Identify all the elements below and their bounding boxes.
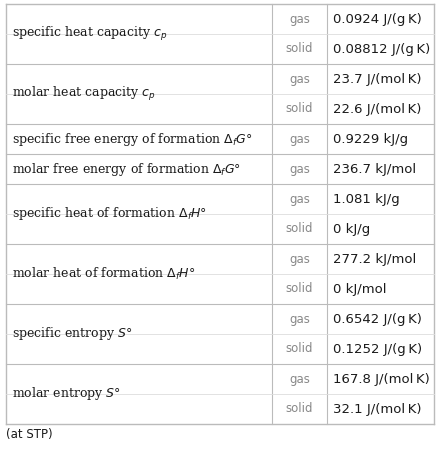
- Text: specific entropy $S°$: specific entropy $S°$: [12, 325, 133, 342]
- Text: 0.0924 J/(g K): 0.0924 J/(g K): [333, 12, 422, 26]
- Text: (at STP): (at STP): [6, 428, 53, 441]
- Text: 0 kJ/mol: 0 kJ/mol: [333, 282, 386, 296]
- Text: gas: gas: [289, 192, 310, 206]
- Text: solid: solid: [286, 223, 313, 235]
- Text: 0.08812 J/(g K): 0.08812 J/(g K): [333, 43, 430, 55]
- Text: 277.2 kJ/mol: 277.2 kJ/mol: [333, 253, 416, 266]
- Text: 0 kJ/g: 0 kJ/g: [333, 223, 370, 235]
- Text: gas: gas: [289, 73, 310, 85]
- Text: solid: solid: [286, 102, 313, 116]
- Text: molar free energy of formation $\Delta_f G°$: molar free energy of formation $\Delta_f…: [12, 160, 241, 177]
- Text: gas: gas: [289, 253, 310, 266]
- Text: 0.1252 J/(g K): 0.1252 J/(g K): [333, 342, 422, 356]
- Text: solid: solid: [286, 403, 313, 415]
- Text: 167.8 J/(mol K): 167.8 J/(mol K): [333, 372, 430, 386]
- Text: gas: gas: [289, 163, 310, 175]
- Text: solid: solid: [286, 282, 313, 296]
- Text: 23.7 J/(mol K): 23.7 J/(mol K): [333, 73, 422, 85]
- Text: molar heat capacity $c_p$: molar heat capacity $c_p$: [12, 85, 156, 103]
- Text: gas: gas: [289, 133, 310, 145]
- Text: specific free energy of formation $\Delta_f G°$: specific free energy of formation $\Delt…: [12, 131, 253, 148]
- Text: molar entropy $S°$: molar entropy $S°$: [12, 386, 121, 403]
- Text: 32.1 J/(mol K): 32.1 J/(mol K): [333, 403, 422, 415]
- Text: gas: gas: [289, 12, 310, 26]
- Text: molar heat of formation $\Delta_f H°$: molar heat of formation $\Delta_f H°$: [12, 266, 195, 282]
- Text: specific heat capacity $c_p$: specific heat capacity $c_p$: [12, 25, 167, 43]
- Text: gas: gas: [289, 313, 310, 325]
- Text: gas: gas: [289, 372, 310, 386]
- Text: solid: solid: [286, 43, 313, 55]
- Text: solid: solid: [286, 342, 313, 356]
- Text: 22.6 J/(mol K): 22.6 J/(mol K): [333, 102, 421, 116]
- Text: 1.081 kJ/g: 1.081 kJ/g: [333, 192, 400, 206]
- Text: specific heat of formation $\Delta_f H°$: specific heat of formation $\Delta_f H°$: [12, 206, 207, 223]
- Text: 236.7 kJ/mol: 236.7 kJ/mol: [333, 163, 416, 175]
- Text: 0.6542 J/(g K): 0.6542 J/(g K): [333, 313, 422, 325]
- Text: 0.9229 kJ/g: 0.9229 kJ/g: [333, 133, 408, 145]
